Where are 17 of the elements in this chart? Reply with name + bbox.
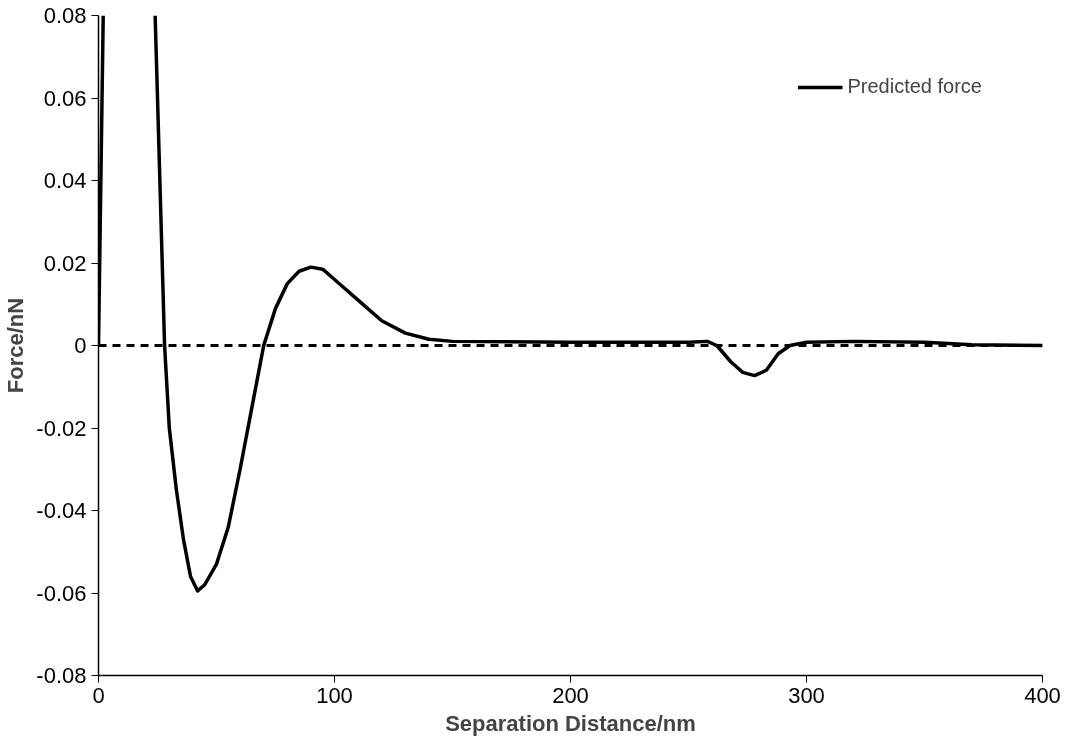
y-tick-label: -0.06 [36, 580, 87, 606]
y-tick-label: 0.04 [43, 168, 87, 193]
y-tick-label: 0.06 [43, 85, 87, 111]
y-tick-label: -0.02 [36, 415, 87, 441]
x-tick-label: 100 [316, 682, 353, 708]
x-tick-label: 400 [1024, 682, 1061, 708]
y-axis-title: Force/nN [3, 297, 29, 394]
x-tick-label: 0 [92, 682, 105, 708]
y-tick-label: -0.08 [36, 663, 87, 688]
x-axis-title: Separation Distance/nm [445, 710, 696, 736]
legend-label: Predicted force [847, 75, 982, 98]
y-tick-label: 0 [74, 333, 87, 358]
x-tick-label: 200 [552, 682, 589, 708]
x-tick-label: 300 [788, 682, 825, 708]
y-tick-label: -0.04 [36, 498, 87, 523]
y-tick-label: 0.02 [43, 250, 87, 276]
y-tick-label: 0.08 [43, 3, 87, 28]
